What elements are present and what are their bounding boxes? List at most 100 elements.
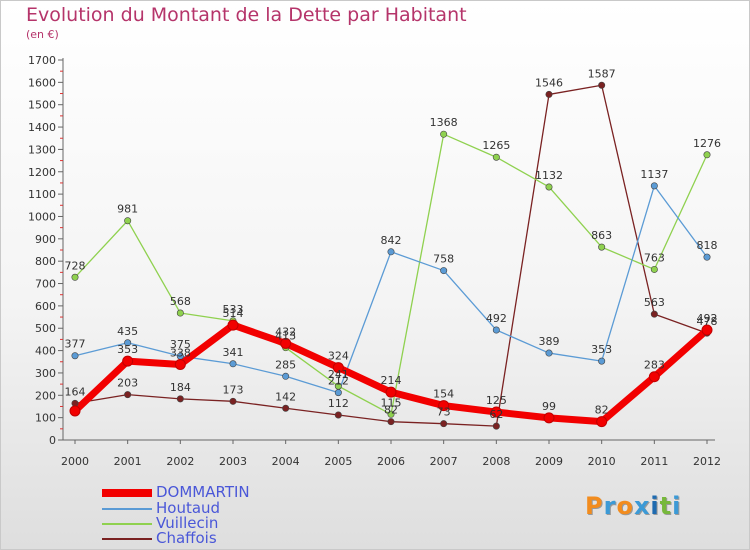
data-point — [176, 395, 184, 403]
x-tick-label: 2005 — [324, 455, 352, 468]
data-label: 112 — [328, 397, 349, 410]
data-label: 389 — [539, 335, 560, 348]
data-label: 432 — [275, 325, 296, 338]
data-point — [650, 265, 658, 273]
chart-title: Evolution du Montant de la Dette par Hab… — [26, 4, 467, 26]
data-point — [176, 309, 184, 317]
data-label: 1276 — [693, 137, 721, 150]
data-label: 375 — [170, 338, 191, 351]
data-label: 1546 — [535, 76, 563, 89]
data-point — [703, 151, 711, 159]
data-label: 184 — [170, 381, 191, 394]
data-label: 377 — [65, 338, 86, 351]
y-tick-label: 1300 — [28, 143, 56, 156]
data-label: 863 — [591, 229, 612, 242]
data-label: 818 — [697, 239, 718, 252]
data-point — [124, 217, 132, 225]
data-point — [387, 418, 395, 426]
y-tick-label: 1000 — [28, 210, 56, 223]
y-tick-label: 400 — [35, 345, 56, 358]
data-label: 82 — [384, 404, 398, 417]
data-label: 353 — [591, 343, 612, 356]
data-point — [598, 357, 606, 365]
data-label: 514 — [223, 307, 244, 320]
data-label: 324 — [328, 350, 349, 363]
data-point — [385, 386, 397, 398]
data-point — [701, 324, 713, 336]
data-point — [174, 358, 186, 370]
data-label: 283 — [644, 359, 665, 372]
data-point — [703, 253, 711, 261]
y-tick-label: 1600 — [28, 76, 56, 89]
x-tick-label: 2010 — [588, 455, 616, 468]
y-tick-label: 900 — [35, 233, 56, 246]
data-point — [332, 362, 344, 374]
logo-letter: o — [616, 492, 634, 520]
data-label: 212 — [328, 375, 349, 388]
data-label: 214 — [381, 374, 402, 387]
data-point — [596, 416, 608, 428]
legend-label: DOMMARTIN — [156, 483, 250, 501]
y-tick-label: 1400 — [28, 121, 56, 134]
data-label: 533 — [223, 303, 244, 316]
data-label: 73 — [437, 406, 451, 419]
data-point — [282, 404, 290, 412]
data-label: 842 — [381, 234, 402, 247]
data-point — [229, 360, 237, 368]
data-point — [545, 183, 553, 191]
data-label: 164 — [65, 385, 86, 398]
proxiti-logo: Proxiti — [585, 492, 681, 520]
data-label: 115 — [381, 396, 402, 409]
data-point — [229, 397, 237, 405]
data-point — [280, 337, 292, 349]
y-tick-label: 1100 — [28, 188, 56, 201]
data-point — [598, 243, 606, 251]
y-tick-label: 200 — [35, 389, 56, 402]
data-label: 478 — [697, 315, 718, 328]
x-tick-label: 2002 — [166, 455, 194, 468]
y-tick-label: 800 — [35, 255, 56, 268]
data-point — [490, 406, 502, 418]
data-label: 758 — [433, 253, 454, 266]
legend-swatch — [102, 489, 152, 497]
data-label: 981 — [117, 203, 138, 216]
logo-letter: i — [650, 492, 660, 520]
y-tick-label: 600 — [35, 300, 56, 313]
logo-letter: t — [659, 492, 673, 520]
data-point — [492, 422, 500, 430]
data-point — [598, 81, 606, 89]
legend-swatch — [102, 523, 152, 525]
series-line-vuillecin — [74, 133, 708, 415]
data-label: 413 — [275, 330, 296, 343]
data-label: 203 — [117, 377, 138, 390]
y-tick-label: 500 — [35, 322, 56, 335]
data-point — [124, 339, 132, 347]
data-point — [387, 410, 395, 418]
data-point — [438, 400, 450, 412]
chart-subtitle: (en €) — [26, 28, 59, 41]
data-label: 1132 — [535, 169, 563, 182]
data-point — [227, 319, 239, 331]
data-point — [545, 90, 553, 98]
data-label: 435 — [117, 325, 138, 338]
legend-swatch — [102, 538, 152, 540]
logo-letter: i — [672, 492, 682, 520]
data-label: 285 — [275, 358, 296, 371]
data-label: 341 — [223, 346, 244, 359]
data-point — [440, 420, 448, 428]
data-point — [69, 405, 81, 417]
logo-letter: P — [585, 492, 604, 520]
data-point — [440, 267, 448, 275]
data-point — [492, 326, 500, 334]
legend-label: Vuillecin — [156, 514, 219, 532]
logo-letter: x — [633, 492, 651, 520]
data-point — [492, 153, 500, 161]
legend-label: Houtaud — [156, 499, 221, 517]
data-point — [648, 371, 660, 383]
x-tick-label: 2009 — [535, 455, 563, 468]
data-point — [122, 355, 134, 367]
legend-swatch — [102, 508, 152, 510]
data-label: 492 — [697, 312, 718, 325]
data-label: 1265 — [482, 139, 510, 152]
